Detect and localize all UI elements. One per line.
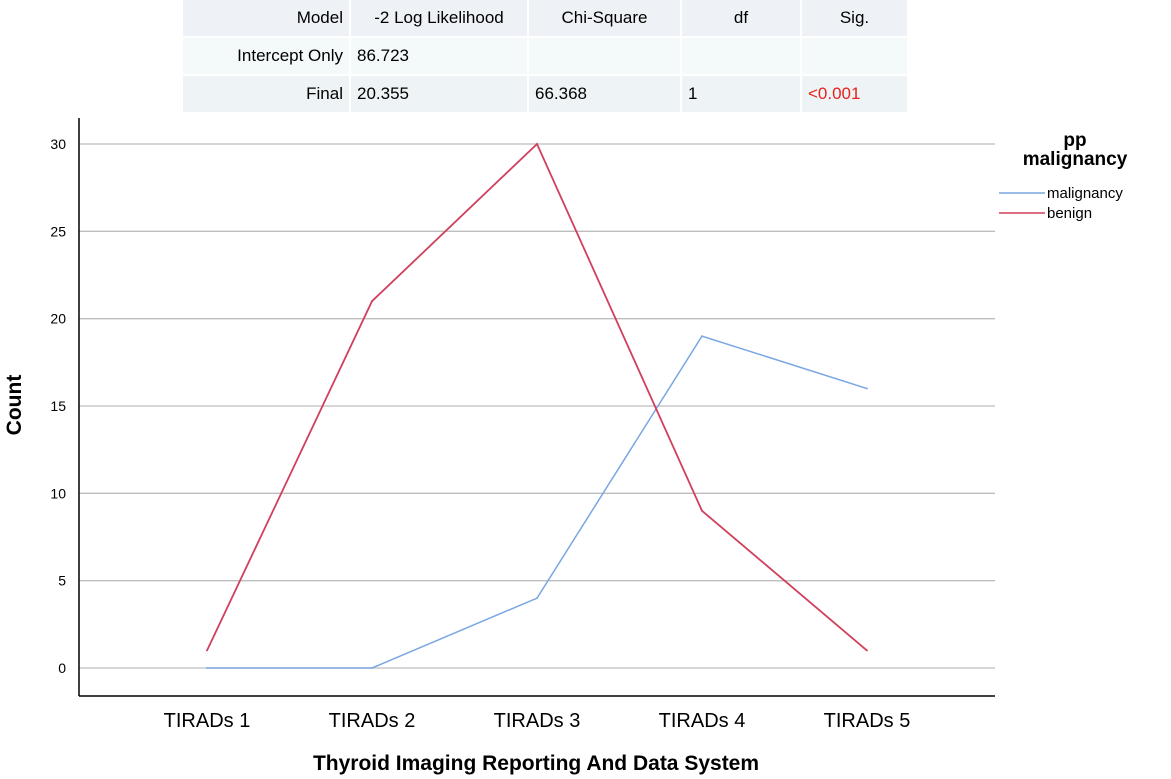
table-header-cell: Sig. <box>800 0 907 37</box>
table-cell <box>680 36 801 75</box>
table-cell: 1 <box>680 74 801 112</box>
data-point-benign <box>536 143 538 145</box>
legend: pp malignancy malignancy benign <box>999 130 1128 222</box>
y-tick-label: 20 <box>50 311 66 327</box>
y-axis-label: Count <box>3 375 26 436</box>
significance-value: <0.001 <box>800 74 907 112</box>
legend-title-line: malignancy <box>1023 149 1128 170</box>
y-tick-label: 15 <box>50 398 66 414</box>
x-tick-labels: TIRADs 1 TIRADs 2 TIRADs 3 TIRADs 4 TIRADs 5 <box>164 710 911 732</box>
axes <box>78 118 995 697</box>
table-cell: 86.723 <box>349 36 528 75</box>
series-line-malignancy <box>207 335 868 669</box>
y-tick-label: 10 <box>50 485 66 501</box>
data-point-malignancy <box>536 597 538 600</box>
table-cell: Final <box>183 74 350 112</box>
series-line-benign <box>206 142 868 652</box>
x-tick-label: TIRADs 4 <box>659 710 746 732</box>
x-tick-label: TIRADs 3 <box>494 710 581 732</box>
table-header-cell: Chi-Square <box>527 0 681 37</box>
table-row: Intercept Only 86.723 <box>183 36 907 75</box>
data-point-malignancy <box>866 387 868 390</box>
y-tick-label: 30 <box>50 136 66 152</box>
table-cell: 20.355 <box>349 74 528 112</box>
grid-lines <box>79 143 995 669</box>
x-axis-label: Thyroid Imaging Reporting And Data Syste… <box>313 752 759 775</box>
y-tick-label: 25 <box>50 223 66 239</box>
table-header-cell: -2 Log Likelihood <box>349 0 528 37</box>
series-lines <box>206 142 868 669</box>
x-tick-label: TIRADs 2 <box>329 710 416 732</box>
data-point-malignancy <box>371 667 373 669</box>
x-tick-label: TIRADs 1 <box>164 710 251 732</box>
data-point-benign <box>371 300 373 303</box>
y-tick-label: 0 <box>58 660 66 676</box>
table-cell: 66.368 <box>527 74 681 112</box>
y-tick-label: 5 <box>58 573 66 589</box>
data-point-malignancy <box>701 335 703 338</box>
legend-title-line: pp <box>1063 130 1086 151</box>
data-point-benign <box>866 649 868 652</box>
table-header-cell: Model <box>183 0 350 37</box>
table-cell <box>800 36 907 75</box>
data-point-malignancy <box>206 667 208 669</box>
legend-entries: malignancy benign <box>999 185 1123 222</box>
legend-label: benign <box>1047 205 1092 222</box>
table-row: Final 20.355 66.368 1 <0.001 <box>183 74 907 112</box>
table-cell: Intercept Only <box>183 36 350 75</box>
data-point-benign <box>206 649 208 652</box>
table-header-cell: df <box>680 0 801 37</box>
model-fitting-table: Model -2 Log Likelihood Chi-Square df Si… <box>183 0 907 112</box>
x-tick-label: TIRADs 5 <box>824 710 911 732</box>
legend-label: malignancy <box>1047 185 1123 202</box>
table-header-row: Model -2 Log Likelihood Chi-Square df Si… <box>183 0 907 37</box>
data-point-benign <box>701 509 703 512</box>
table-cell <box>527 36 681 75</box>
y-tick-labels: 0 5 10 15 20 25 30 <box>50 136 66 676</box>
